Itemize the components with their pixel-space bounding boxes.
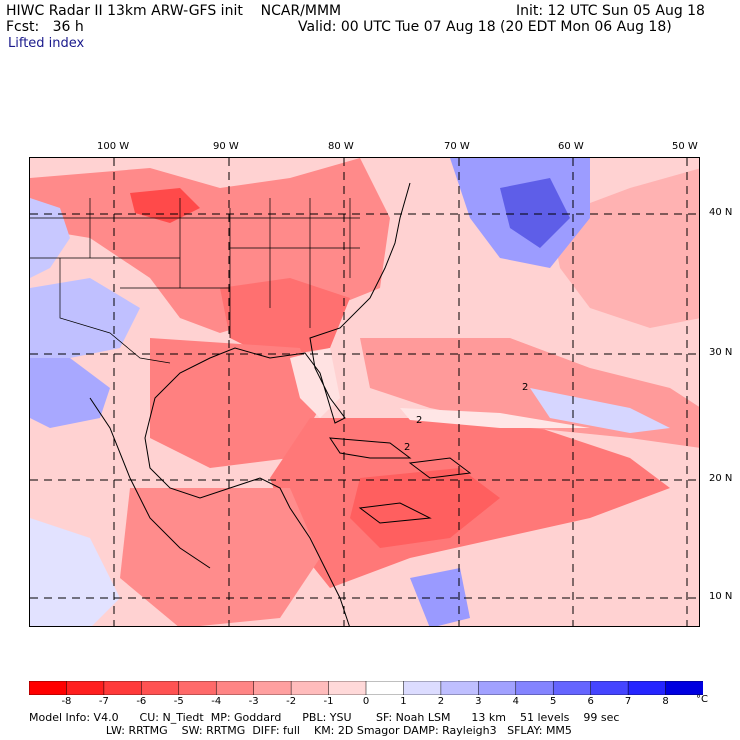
field-hot-core-caribbean <box>350 468 500 548</box>
colorbar-tick-label: 4 <box>512 696 519 707</box>
colorbar-tick-label: 5 <box>550 696 557 707</box>
lon-label-80w: 80 W <box>328 141 354 152</box>
colorbar-swatch <box>440 680 480 696</box>
colorbar-tick-label: -6 <box>136 696 147 707</box>
colorbar-tick-label: 8 <box>662 696 669 707</box>
map-panel: 2 2 2 <box>29 157 700 627</box>
valid-time: Valid: 00 UTC Tue 07 Aug 18 (20 EDT Mon … <box>298 19 672 35</box>
contour-label: 2 <box>522 382 528 393</box>
colorbar <box>28 680 704 696</box>
colorbar-swatches <box>28 680 704 696</box>
colorbar-swatch <box>215 680 255 696</box>
colorbar-swatch <box>253 680 292 696</box>
field-cold-core-atlantic <box>500 178 570 248</box>
field-warm-central-america <box>120 488 320 626</box>
lat-label-10n: 10 N <box>709 591 733 602</box>
colorbar-ticks: -8 -7 -6 -5 -4 -3 -2 -1 0 1 2 3 4 5 6 7 8 <box>0 696 740 708</box>
contour-label: 2 <box>404 442 410 453</box>
field-warm-gulf <box>150 338 320 468</box>
political-borders <box>30 198 360 364</box>
colorbar-tick-label: 7 <box>624 696 632 707</box>
model-info-line2: LW: RRTMG SW: RRTMG DIFF: full KM: 2D Sm… <box>29 724 572 737</box>
colorbar-tick-label: 0 <box>362 696 370 707</box>
coastlines <box>89 182 472 626</box>
field-cool-band-mid-atlantic <box>530 388 670 433</box>
lat-label-30n: 30 N <box>709 347 733 358</box>
field-name: Lifted index <box>8 36 85 51</box>
colorbar-swatch <box>28 680 68 696</box>
lon-label-60w: 60 W <box>558 141 584 152</box>
colorbar-swatch <box>590 680 629 696</box>
colorbar-swatch <box>178 680 217 696</box>
contour-label: 2 <box>416 415 422 426</box>
title-line: HIWC Radar II 13km ARW-GFS init NCAR/MMM <box>6 3 342 19</box>
colorbar-swatch <box>103 680 143 696</box>
colorbar-tick-label: -8 <box>61 696 72 707</box>
model-info-line1: Model Info: V4.0 CU: N_Tiedt MP: Goddard… <box>29 711 620 724</box>
field-neutral-florida <box>290 348 340 418</box>
colorbar-tick-label: 1 <box>400 696 407 707</box>
forecast-hour: Fcst: 36 h <box>6 19 84 35</box>
colorbar-swatch <box>515 680 554 696</box>
field-warm-southeast <box>220 278 350 358</box>
lat-label-40n: 40 N <box>709 207 733 218</box>
field-neutral-band-atlantic <box>400 408 590 428</box>
colorbar-swatch <box>290 680 330 696</box>
colorbar-tick-label: -7 <box>98 696 109 707</box>
lifted-index-map: 2 2 2 <box>30 158 699 626</box>
field-cool-mexico <box>30 358 110 428</box>
colorbar-swatch <box>403 680 442 696</box>
colorbar-tick-label: 2 <box>437 696 445 707</box>
colorbar-tick-label: 6 <box>587 696 594 707</box>
colorbar-swatch <box>328 680 367 696</box>
init-time: Init: 12 UTC Sun 05 Aug 18 <box>516 3 705 19</box>
lon-label-70w: 70 W <box>444 141 470 152</box>
lon-label-90w: 90 W <box>213 141 239 152</box>
colorbar-tick-label: -5 <box>173 696 184 707</box>
colorbar-tick-label: 3 <box>475 696 482 707</box>
lon-label-50w: 50 W <box>672 141 698 152</box>
colorbar-swatch <box>627 680 667 696</box>
field-cool-eastern-pacific <box>30 518 120 626</box>
field-cool-south-america <box>410 568 470 626</box>
colorbar-tick-label: -2 <box>286 696 297 707</box>
colorbar-tick-label: -4 <box>211 696 222 707</box>
colorbar-unit: °C <box>696 694 708 705</box>
colorbar-swatch <box>365 680 405 696</box>
colorbar-swatch <box>478 680 517 696</box>
field-cool-southwest <box>30 278 140 368</box>
lat-label-20n: 20 N <box>709 473 733 484</box>
colorbar-swatch <box>141 680 180 696</box>
colorbar-tick-label: -1 <box>323 696 334 707</box>
colorbar-swatch <box>665 680 704 696</box>
colorbar-tick-label: -3 <box>248 696 259 707</box>
lon-label-100w: 100 W <box>97 141 130 152</box>
colorbar-swatch <box>552 680 592 696</box>
colorbar-swatch <box>66 680 105 696</box>
